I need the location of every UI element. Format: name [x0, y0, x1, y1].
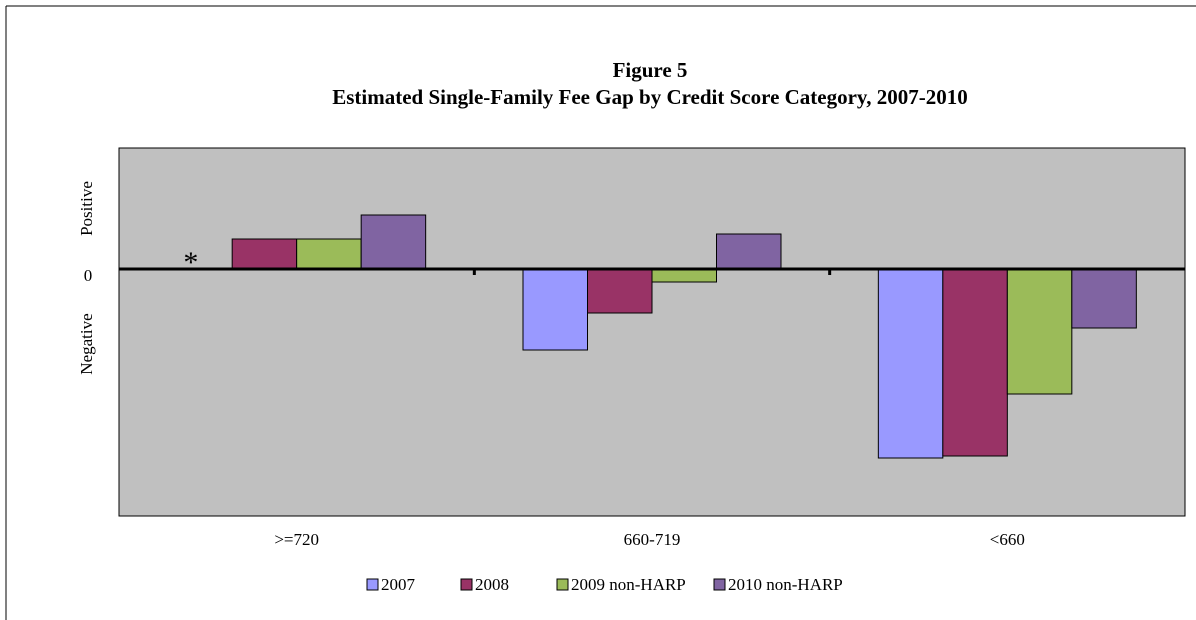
bar: [716, 233, 782, 270]
legend-label: 2007: [381, 575, 416, 594]
y-tick-label: 0: [84, 266, 93, 285]
y-axis-label: Positive: [77, 181, 96, 236]
legend-label: 2010 non-HARP: [728, 575, 843, 594]
legend-label: 2008: [475, 575, 509, 594]
x-tick-label: <660: [990, 530, 1025, 549]
legend-swatch: [556, 578, 569, 591]
bar: [360, 214, 427, 270]
bar: [522, 268, 588, 351]
x-tick-label: >=720: [274, 530, 319, 549]
bar: [1006, 268, 1073, 395]
bar: [877, 268, 944, 459]
chart-title: Figure 5: [613, 58, 688, 82]
bar: [231, 238, 298, 270]
legend-swatch: [713, 578, 726, 591]
legend-swatch: [366, 578, 379, 591]
bar: [942, 268, 1008, 457]
bar: [587, 268, 653, 314]
bar: [296, 238, 362, 270]
annotation: *: [183, 246, 198, 279]
y-axis-label: Negative: [77, 313, 96, 374]
bar: [1071, 268, 1137, 329]
x-tick-label: 660-719: [624, 530, 681, 549]
legend-swatch: [460, 578, 473, 591]
chart-subtitle: Estimated Single-Family Fee Gap by Credi…: [332, 85, 968, 109]
legend-label: 2009 non-HARP: [571, 575, 686, 594]
bar: [651, 268, 717, 283]
